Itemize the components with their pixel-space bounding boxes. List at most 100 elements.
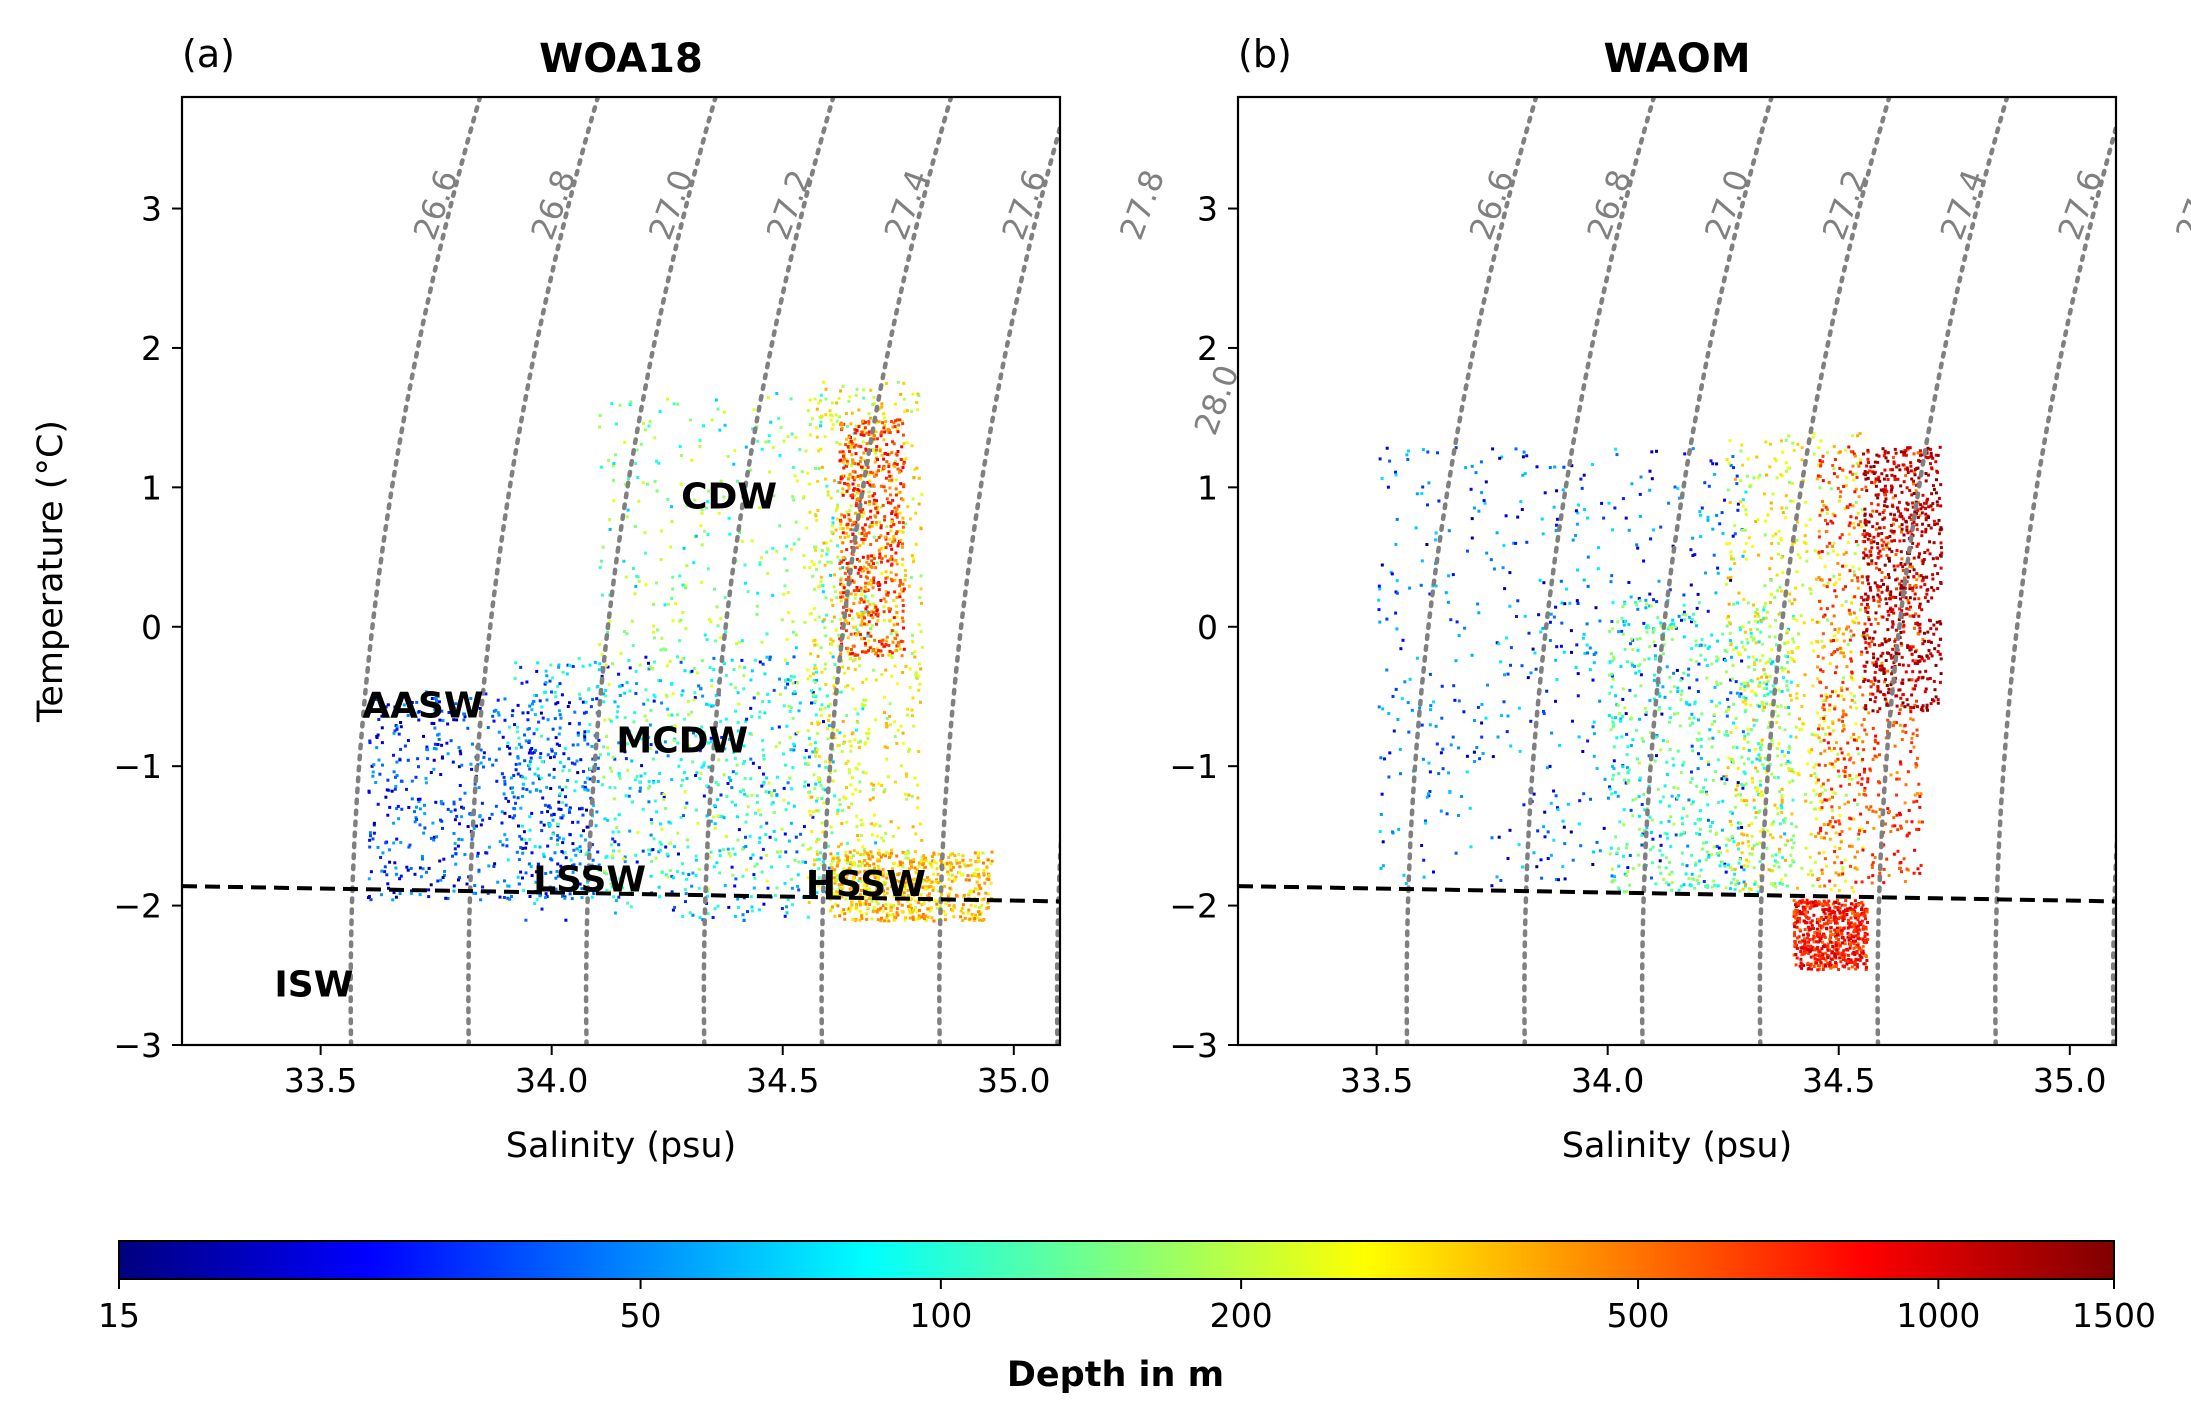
data-point — [855, 634, 858, 637]
data-point — [1491, 447, 1494, 450]
data-point — [890, 555, 893, 558]
isopycnal-line — [939, 97, 1069, 1045]
data-point — [1685, 872, 1688, 875]
data-point — [677, 853, 680, 856]
data-point — [1704, 572, 1707, 575]
data-point — [845, 548, 848, 551]
data-point — [851, 533, 854, 536]
data-point — [850, 803, 853, 806]
data-point — [1659, 749, 1662, 752]
data-point — [1748, 621, 1751, 624]
data-point — [1637, 649, 1640, 652]
data-point — [901, 671, 904, 674]
data-point — [1735, 726, 1738, 729]
data-point — [918, 909, 921, 912]
data-point — [503, 792, 506, 795]
data-point — [977, 910, 980, 913]
data-point — [1755, 811, 1758, 814]
data-point — [1776, 812, 1779, 815]
data-point — [1704, 658, 1707, 661]
data-point — [917, 750, 920, 753]
data-point — [1508, 571, 1511, 574]
data-point — [1687, 799, 1690, 802]
water-mass-label: MCDW — [616, 720, 748, 761]
data-point — [1760, 743, 1763, 746]
data-point — [859, 575, 862, 578]
data-point — [906, 708, 909, 711]
data-point — [1707, 856, 1710, 859]
data-point — [1617, 795, 1620, 798]
data-point — [897, 641, 900, 644]
data-point — [1707, 519, 1710, 522]
data-point — [723, 411, 726, 414]
data-point — [749, 835, 752, 838]
data-point — [1485, 480, 1488, 483]
data-point — [877, 581, 880, 584]
data-point — [458, 746, 461, 749]
data-point — [433, 747, 436, 750]
data-point — [825, 553, 828, 556]
data-point — [902, 498, 905, 501]
data-point — [478, 869, 481, 872]
data-point — [1826, 512, 1829, 515]
data-point — [884, 577, 887, 580]
data-point — [872, 494, 875, 497]
data-point — [543, 824, 546, 827]
data-point — [760, 857, 763, 860]
data-point — [1613, 658, 1616, 661]
data-point — [1542, 532, 1545, 535]
data-point — [1740, 799, 1743, 802]
data-point — [728, 852, 731, 855]
data-point — [816, 858, 819, 861]
data-point — [686, 839, 689, 842]
data-point — [756, 605, 759, 608]
data-point — [602, 745, 605, 748]
data-point — [676, 655, 679, 658]
data-point — [426, 757, 429, 760]
data-point — [1499, 660, 1502, 663]
data-point — [629, 690, 632, 693]
data-point — [1515, 615, 1518, 618]
data-point — [867, 649, 870, 652]
data-point — [1683, 618, 1686, 621]
data-point — [381, 741, 384, 744]
data-point — [599, 753, 602, 756]
data-point — [413, 810, 416, 813]
data-point — [531, 851, 534, 854]
data-point — [844, 572, 847, 575]
data-point — [847, 667, 850, 670]
data-point — [807, 729, 810, 732]
data-point — [1828, 798, 1831, 801]
data-point — [610, 770, 613, 773]
data-point — [511, 709, 514, 712]
data-point — [933, 920, 936, 923]
data-point — [442, 876, 445, 879]
data-point — [918, 596, 921, 599]
data-point — [804, 621, 807, 624]
data-point — [877, 918, 880, 921]
data-point — [611, 838, 614, 841]
data-point — [914, 832, 917, 835]
data-point — [1614, 791, 1617, 794]
data-point — [825, 541, 828, 544]
data-point — [824, 478, 827, 481]
data-point — [587, 688, 590, 691]
data-point — [559, 727, 562, 730]
y-tick-label: −1 — [113, 747, 162, 786]
data-point — [696, 671, 699, 674]
data-point — [553, 755, 556, 758]
data-point — [1458, 634, 1461, 637]
point-cloud-0 — [1377, 446, 1747, 887]
data-point — [929, 863, 932, 866]
data-point — [1587, 556, 1590, 559]
data-point — [1698, 644, 1701, 647]
data-point — [1747, 656, 1750, 659]
data-point — [1378, 705, 1381, 708]
data-point — [899, 482, 902, 485]
data-point — [795, 521, 798, 524]
data-point — [821, 671, 824, 674]
data-point — [1653, 674, 1656, 677]
data-point — [898, 521, 901, 524]
data-point — [1480, 460, 1483, 463]
data-point — [1591, 863, 1594, 866]
